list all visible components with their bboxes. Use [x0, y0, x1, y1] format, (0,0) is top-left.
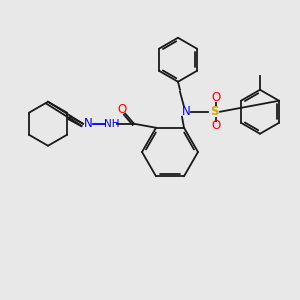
Text: S: S: [210, 105, 218, 118]
Text: O: O: [212, 91, 220, 104]
Text: O: O: [117, 103, 127, 116]
Text: N: N: [84, 117, 92, 130]
Text: O: O: [212, 119, 220, 132]
Text: NH: NH: [104, 119, 120, 129]
Text: N: N: [182, 105, 190, 118]
